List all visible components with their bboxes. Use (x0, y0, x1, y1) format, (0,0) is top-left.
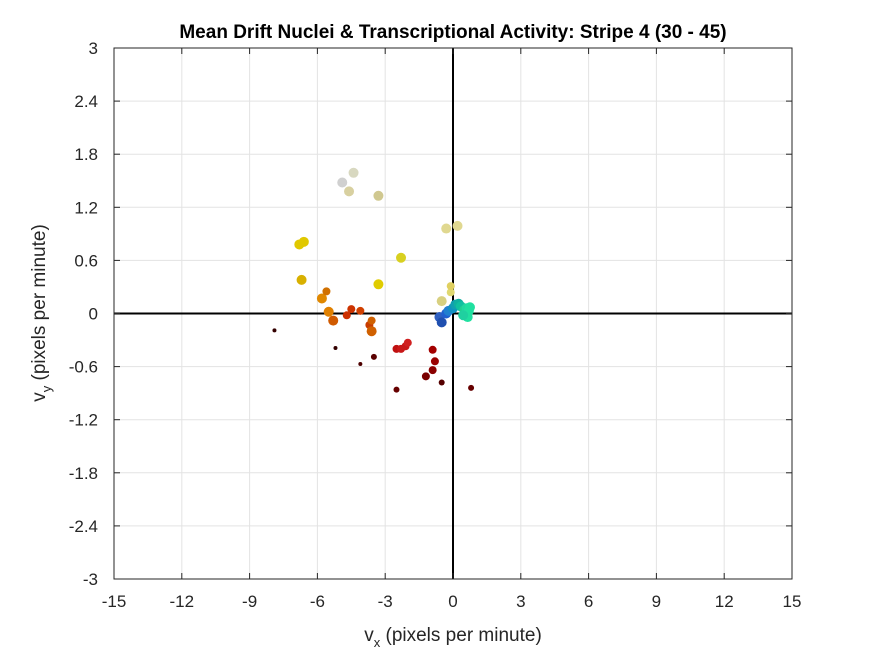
x-tick-label: 0 (448, 592, 457, 611)
data-point (328, 315, 339, 326)
y-tick-label: 3 (89, 39, 98, 58)
data-point (464, 302, 475, 313)
x-tick-label: -6 (310, 592, 325, 611)
data-point (367, 316, 376, 325)
data-point (438, 379, 445, 386)
data-point (366, 326, 377, 337)
data-point (348, 167, 359, 178)
data-point (358, 361, 363, 366)
data-point (436, 317, 447, 328)
y-tick-label: -2.4 (69, 517, 98, 536)
data-point (446, 282, 455, 291)
x-tick-label: 3 (516, 592, 525, 611)
x-tick-labels: -15 -12 -9 -6 -3 0 3 6 9 12 15 (102, 592, 802, 611)
y-tick-label: 1.8 (74, 145, 98, 164)
data-point (298, 236, 309, 247)
data-point (344, 186, 355, 197)
data-point (403, 338, 412, 347)
data-point (421, 372, 430, 381)
data-points (272, 167, 475, 393)
y-tick-label: 1.2 (74, 198, 98, 217)
data-point (322, 287, 331, 296)
y-axis-label-subscript: y (39, 385, 54, 392)
x-tick-label: -9 (242, 592, 257, 611)
data-point (396, 252, 407, 263)
data-point (296, 274, 307, 285)
x-axis-label-subscript: x (374, 635, 381, 650)
y-tick-labels: -3 -2.4 -1.8 -1.2 -0.6 0 0.6 1.2 1.8 2.4 3 (69, 39, 98, 589)
y-axis-label: vy (pixels per minute) (29, 224, 54, 402)
data-point (347, 305, 356, 314)
data-point (436, 296, 447, 307)
tick-marks (113, 47, 793, 580)
data-point (452, 220, 463, 231)
y-tick-label: -0.6 (69, 358, 98, 377)
data-point (272, 328, 277, 333)
x-tick-label: 15 (783, 592, 802, 611)
data-point (428, 345, 437, 354)
y-tick-label: 2.4 (74, 92, 98, 111)
x-tick-label: -3 (378, 592, 393, 611)
data-point (441, 223, 452, 234)
x-tick-label: 12 (715, 592, 734, 611)
data-point (373, 190, 384, 201)
y-tick-label: -1.2 (69, 411, 98, 430)
x-axis-label: vx (pixels per minute) (364, 625, 542, 650)
data-point (468, 384, 475, 391)
zero-lines (114, 48, 792, 579)
data-point (333, 346, 338, 351)
data-point (430, 357, 439, 366)
chart-title: Mean Drift Nuclei & Transcriptional Acti… (179, 22, 726, 43)
x-tick-label: 6 (584, 592, 593, 611)
data-point (342, 311, 351, 320)
data-point (373, 279, 384, 290)
data-point (323, 306, 334, 317)
data-point (446, 288, 455, 297)
data-point (316, 293, 327, 304)
data-point (458, 310, 469, 321)
y-tick-label: -3 (83, 570, 98, 589)
y-tick-label: 0 (89, 305, 98, 324)
data-point (428, 366, 437, 375)
x-tick-label: -15 (102, 592, 127, 611)
x-tick-label: 9 (652, 592, 661, 611)
x-tick-label: -12 (170, 592, 195, 611)
data-point (393, 386, 400, 393)
data-point (370, 353, 377, 360)
data-point (356, 306, 365, 315)
y-tick-label: -1.8 (69, 464, 98, 483)
y-tick-label: 0.6 (74, 251, 98, 270)
data-point (337, 177, 348, 188)
